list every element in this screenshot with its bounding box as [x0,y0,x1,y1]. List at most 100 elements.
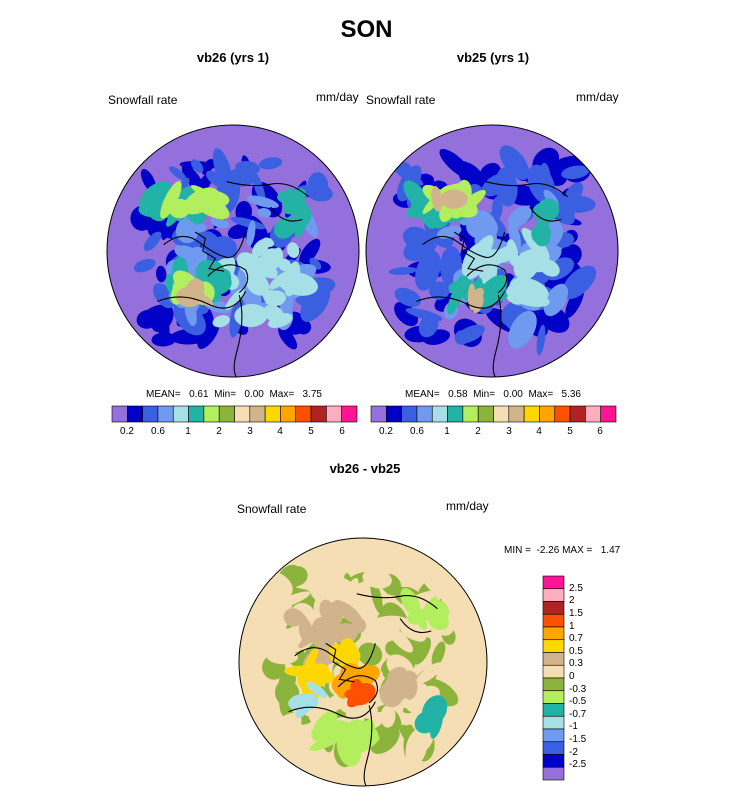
panel1-tick: 0.2 [120,426,134,437]
field-cell [210,217,229,229]
field-cell [235,200,252,223]
map-field-2 [366,125,618,377]
field-cell [418,314,439,338]
panel3-tick: 0.5 [569,646,583,657]
colorbar-swatch [280,405,297,423]
colorbar-swatch [142,405,159,423]
field-cell [272,591,311,610]
map-panel-3 [238,537,488,787]
coastline [422,231,506,259]
field-cell [543,283,569,317]
colorbar-swatch [542,677,565,692]
coastline [157,291,247,309]
colorbar-swatch [401,405,418,423]
field-cell [138,181,172,212]
coastline [453,231,484,272]
panel1-max-value: 3.75 [302,389,322,400]
map-panel-1 [106,124,360,378]
coastline [356,593,438,610]
field-cell [212,315,230,328]
field-cell [230,216,266,230]
field-cell [387,625,414,653]
field-cell [454,330,469,345]
field-cell [385,640,401,656]
panel2-stats: MEAN= 0.58 Min= 0.00 Max= 5.36 [405,389,581,400]
coastline [416,291,506,309]
field-cell [190,159,204,173]
colorbar-swatch [111,405,128,423]
panel1-min-label: Min= [214,389,237,400]
panel2-tick: 5 [567,426,573,437]
field-cell [413,637,431,665]
field-cell [304,183,333,202]
panel2-min-label: Min= [473,389,496,400]
field-cell [133,258,156,273]
panel3-tick: 0.3 [569,658,583,669]
panel3-tick: -0.5 [569,696,587,707]
field-cell [388,266,417,275]
field-cell [348,578,359,593]
map-border [106,124,360,378]
panel3-tick: 2 [569,595,575,606]
field-cell [191,193,230,220]
panel3-tick: -2.5 [569,759,587,770]
field-cell [435,616,448,630]
panel1-units-label: mm/day [316,90,359,104]
field-cell [168,166,187,181]
field-cell [266,648,299,665]
field-cell [561,165,590,180]
panel1-variable-label: Snowfall rate [108,93,178,107]
field-cell [262,237,275,248]
field-cell [278,258,292,272]
field-cell [436,225,462,239]
field-cell [491,195,503,221]
field-cell [273,217,296,239]
panel3-stats: MIN = -2.26 MAX = 1.47 [504,545,620,556]
panel3-tick: -2 [569,747,578,758]
panel2-tick: 2 [475,426,481,437]
field-cell [508,310,537,349]
field-cell [263,304,285,323]
coastline [363,705,380,786]
colorbar-swatch [600,405,617,423]
field-cell [405,728,428,767]
colorbar-swatch [585,405,601,423]
coastline [529,206,562,222]
colorbar-swatch [493,405,510,423]
colorbar-swatch [157,405,174,423]
colorbar-swatch [249,405,266,423]
coastline [485,181,568,198]
coastline [325,642,355,683]
panel1-min-value: 0.00 [244,389,264,400]
panel1-tick: 0.6 [151,426,165,437]
field-cell [429,281,450,300]
map-border [238,537,488,787]
colorbar-swatch [542,652,565,666]
panel2-tick: 4 [536,426,542,437]
colorbar-swatch [554,405,571,423]
coastline [194,231,225,272]
colorbar-swatch [542,575,565,590]
panel2-colorbar [370,405,617,423]
field-cell [156,265,167,283]
field-cell [394,301,419,327]
coastline [294,643,376,669]
colorbar-swatch [542,766,565,781]
map-field-3 [239,538,487,786]
field-cell [252,171,266,204]
colorbar-swatch [542,741,565,755]
field-cell [557,195,596,213]
field-cell [225,288,245,311]
field-cell [524,289,539,306]
panel2-min-value: 0.00 [503,389,523,400]
colorbar-swatch [477,405,494,423]
field-cell [370,579,383,614]
colorbar-swatch [203,405,220,423]
figure-title: SON [340,16,393,43]
map-border [365,124,619,378]
field-cell [278,326,298,350]
colorbar-swatch [542,613,565,628]
coastline [399,618,432,634]
colorbar-swatch [172,405,189,423]
colorbar-swatch [542,703,565,717]
